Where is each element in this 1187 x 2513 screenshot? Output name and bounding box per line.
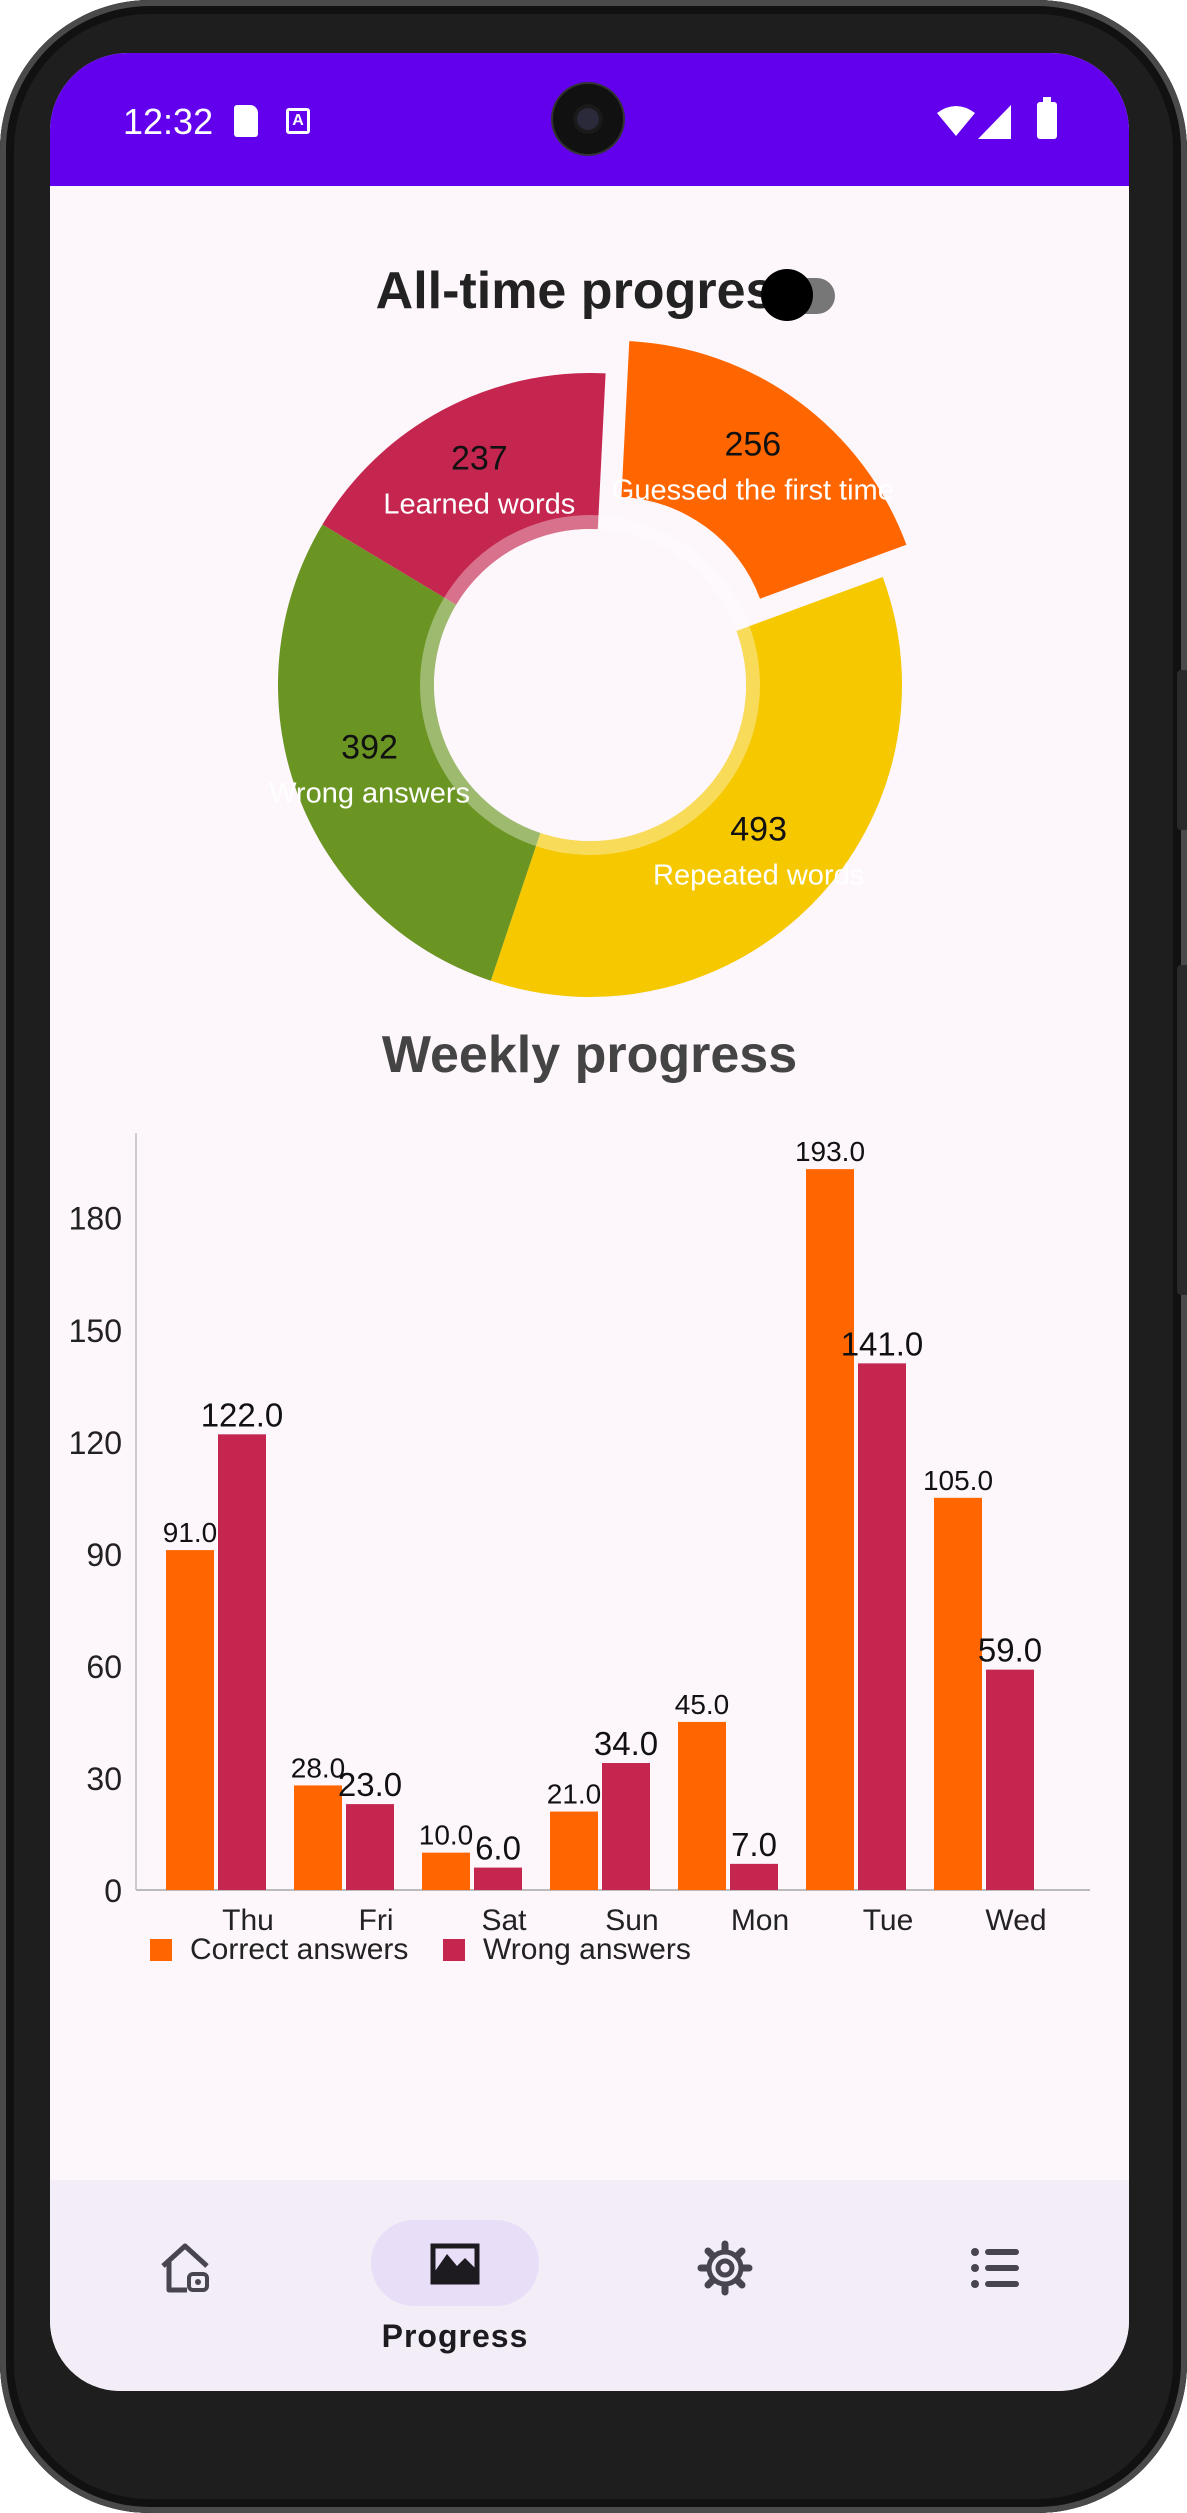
home-icon — [161, 2243, 209, 2293]
bar-value-label: 21.0 — [547, 1779, 602, 1810]
weekly-bar-chart: 0 30 60 90 120 150 180 91.0 122.0 Thu 28.023.0 Fri 1… — [69, 1133, 1090, 1966]
bar-correct[interactable] — [934, 1497, 982, 1890]
alltime-progress-title: All-time progress — [375, 262, 804, 320]
bar-wrong[interactable] — [346, 1804, 394, 1890]
bar-wrong[interactable] — [474, 1867, 522, 1890]
bar-value-label: 105.0 — [923, 1465, 993, 1496]
bar-value-label: 122.0 — [201, 1396, 284, 1433]
bar-value-label: 45.0 — [675, 1689, 730, 1720]
donut-category-label: Wrong answers — [269, 777, 470, 809]
bar-correct[interactable] — [294, 1785, 342, 1890]
y-tick-label: 150 — [69, 1313, 122, 1349]
legend-label: Wrong answers — [483, 1933, 691, 1966]
donut-category-label: Guessed the first time — [612, 474, 894, 506]
nav-item-progress[interactable]: Progress — [320, 2180, 590, 2391]
y-tick-label: 120 — [69, 1425, 122, 1461]
bar-correct[interactable] — [550, 1811, 598, 1890]
bar-wrong[interactable] — [730, 1863, 778, 1890]
y-tick-label: 90 — [86, 1537, 122, 1573]
donut-value-label: 256 — [724, 425, 781, 463]
bar-correct[interactable] — [422, 1852, 470, 1890]
legend-swatch — [443, 1939, 465, 1961]
bar-value-label: 34.0 — [594, 1725, 658, 1762]
y-tick-label: 60 — [86, 1649, 122, 1685]
bar-value-label: 193.0 — [795, 1136, 865, 1167]
x-tick-label: Mon — [731, 1904, 789, 1937]
bar-correct[interactable] — [806, 1169, 854, 1890]
nav-item-settings[interactable] — [590, 2180, 860, 2391]
donut-category-label: Repeated words — [653, 860, 864, 892]
x-tick-label: Sun — [605, 1904, 658, 1937]
bar-value-label: 28.0 — [291, 1752, 346, 1783]
bar-correct[interactable] — [678, 1721, 726, 1890]
signal-icon — [978, 105, 1011, 139]
volume-button — [1177, 670, 1187, 830]
nav-item-list[interactable] — [860, 2180, 1129, 2391]
donut-hole — [434, 529, 746, 841]
list-icon — [971, 2248, 1019, 2288]
power-button — [1177, 965, 1187, 1295]
alltime-donut-chart: 256 Guessed the first time 493 Repeated wor… — [269, 341, 907, 997]
camera-cutout — [553, 84, 623, 154]
bar-wrong[interactable] — [986, 1669, 1034, 1890]
y-tick-label: 180 — [69, 1201, 122, 1237]
donut-value-label: 493 — [730, 811, 787, 849]
x-tick-label: Wed — [985, 1904, 1046, 1937]
x-tick-label: Thu — [222, 1904, 274, 1937]
legend-swatch — [150, 1939, 172, 1961]
bar-value-label: 7.0 — [731, 1826, 777, 1863]
donut-value-label: 392 — [341, 728, 398, 766]
x-tick-label: Fri — [359, 1904, 394, 1937]
a-notification-icon: A — [286, 108, 310, 134]
app-screen: 12:32 A All-time progress 256 Guessed the… — [50, 53, 1129, 2391]
nav-item-home[interactable] — [50, 2180, 320, 2391]
donut-slice[interactable] — [621, 341, 907, 599]
bar-value-label: 6.0 — [475, 1830, 521, 1867]
progress-chart-icon — [430, 2243, 480, 2285]
bar-wrong[interactable] — [602, 1763, 650, 1890]
wifi-icon — [937, 106, 975, 136]
legend-label: Correct answers — [190, 1933, 408, 1966]
alltime-toggle-thumb[interactable] — [761, 269, 813, 321]
donut-category-label: Learned words — [383, 489, 575, 521]
nav-selected-indicator — [371, 2220, 539, 2306]
y-tick-label: 0 — [104, 1873, 122, 1909]
donut-slice[interactable] — [278, 524, 541, 981]
bar-value-label: 10.0 — [419, 1820, 474, 1851]
bar-wrong[interactable] — [858, 1363, 906, 1890]
x-tick-label: Tue — [863, 1904, 914, 1937]
donut-value-label: 237 — [451, 440, 508, 478]
bar-value-label: 23.0 — [338, 1766, 402, 1803]
y-tick-label: 30 — [86, 1761, 122, 1797]
donut-slice[interactable] — [490, 576, 902, 997]
bar-value-label: 59.0 — [978, 1632, 1042, 1669]
weekly-progress-title: Weekly progress — [381, 1026, 798, 1084]
status-time: 12:32 — [123, 101, 214, 142]
bottom-navigation: Progress — [50, 2180, 1129, 2391]
bar-value-label: 141.0 — [841, 1325, 924, 1362]
x-tick-label: Sat — [481, 1904, 527, 1937]
donut-slice[interactable] — [322, 373, 606, 605]
bar-value-label: 91.0 — [163, 1517, 218, 1548]
settings-gear-icon — [697, 2240, 753, 2296]
battery-icon — [1037, 97, 1057, 139]
bar-correct[interactable] — [166, 1550, 214, 1890]
bar-wrong[interactable] — [218, 1434, 266, 1890]
nav-label-progress: Progress — [381, 2318, 529, 2354]
sd-card-icon — [234, 105, 258, 137]
status-bar: 12:32 A — [50, 53, 1129, 186]
